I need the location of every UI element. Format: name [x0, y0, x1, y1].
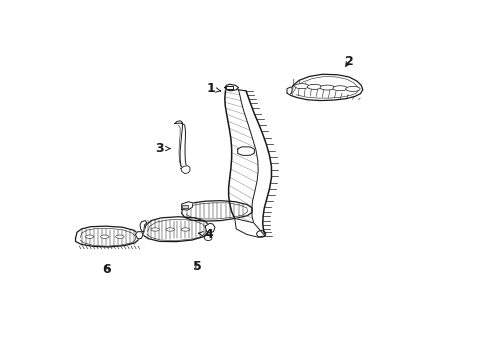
Ellipse shape — [345, 86, 359, 91]
Ellipse shape — [332, 86, 346, 91]
Ellipse shape — [101, 235, 109, 238]
Polygon shape — [237, 147, 254, 156]
Polygon shape — [181, 201, 252, 221]
FancyBboxPatch shape — [226, 86, 233, 89]
Polygon shape — [224, 87, 271, 236]
Polygon shape — [142, 217, 209, 242]
Polygon shape — [181, 166, 189, 174]
Text: 6: 6 — [102, 262, 111, 276]
Ellipse shape — [166, 228, 174, 231]
Text: 3: 3 — [155, 142, 170, 155]
Text: 4: 4 — [198, 228, 213, 241]
Ellipse shape — [181, 228, 189, 231]
Polygon shape — [224, 84, 238, 91]
Polygon shape — [135, 232, 142, 239]
Polygon shape — [205, 223, 215, 233]
Ellipse shape — [116, 235, 124, 238]
Bar — [182, 205, 187, 208]
Polygon shape — [286, 87, 292, 95]
Ellipse shape — [85, 235, 94, 238]
Polygon shape — [140, 221, 146, 232]
Ellipse shape — [320, 85, 334, 90]
Polygon shape — [175, 121, 187, 172]
Polygon shape — [234, 219, 264, 237]
Polygon shape — [288, 74, 362, 100]
Ellipse shape — [307, 84, 321, 89]
Polygon shape — [181, 202, 193, 210]
Text: 5: 5 — [193, 260, 202, 273]
Ellipse shape — [151, 228, 159, 231]
Ellipse shape — [294, 84, 308, 89]
Polygon shape — [75, 226, 139, 247]
Text: 2: 2 — [344, 55, 353, 68]
Text: 1: 1 — [206, 82, 221, 95]
